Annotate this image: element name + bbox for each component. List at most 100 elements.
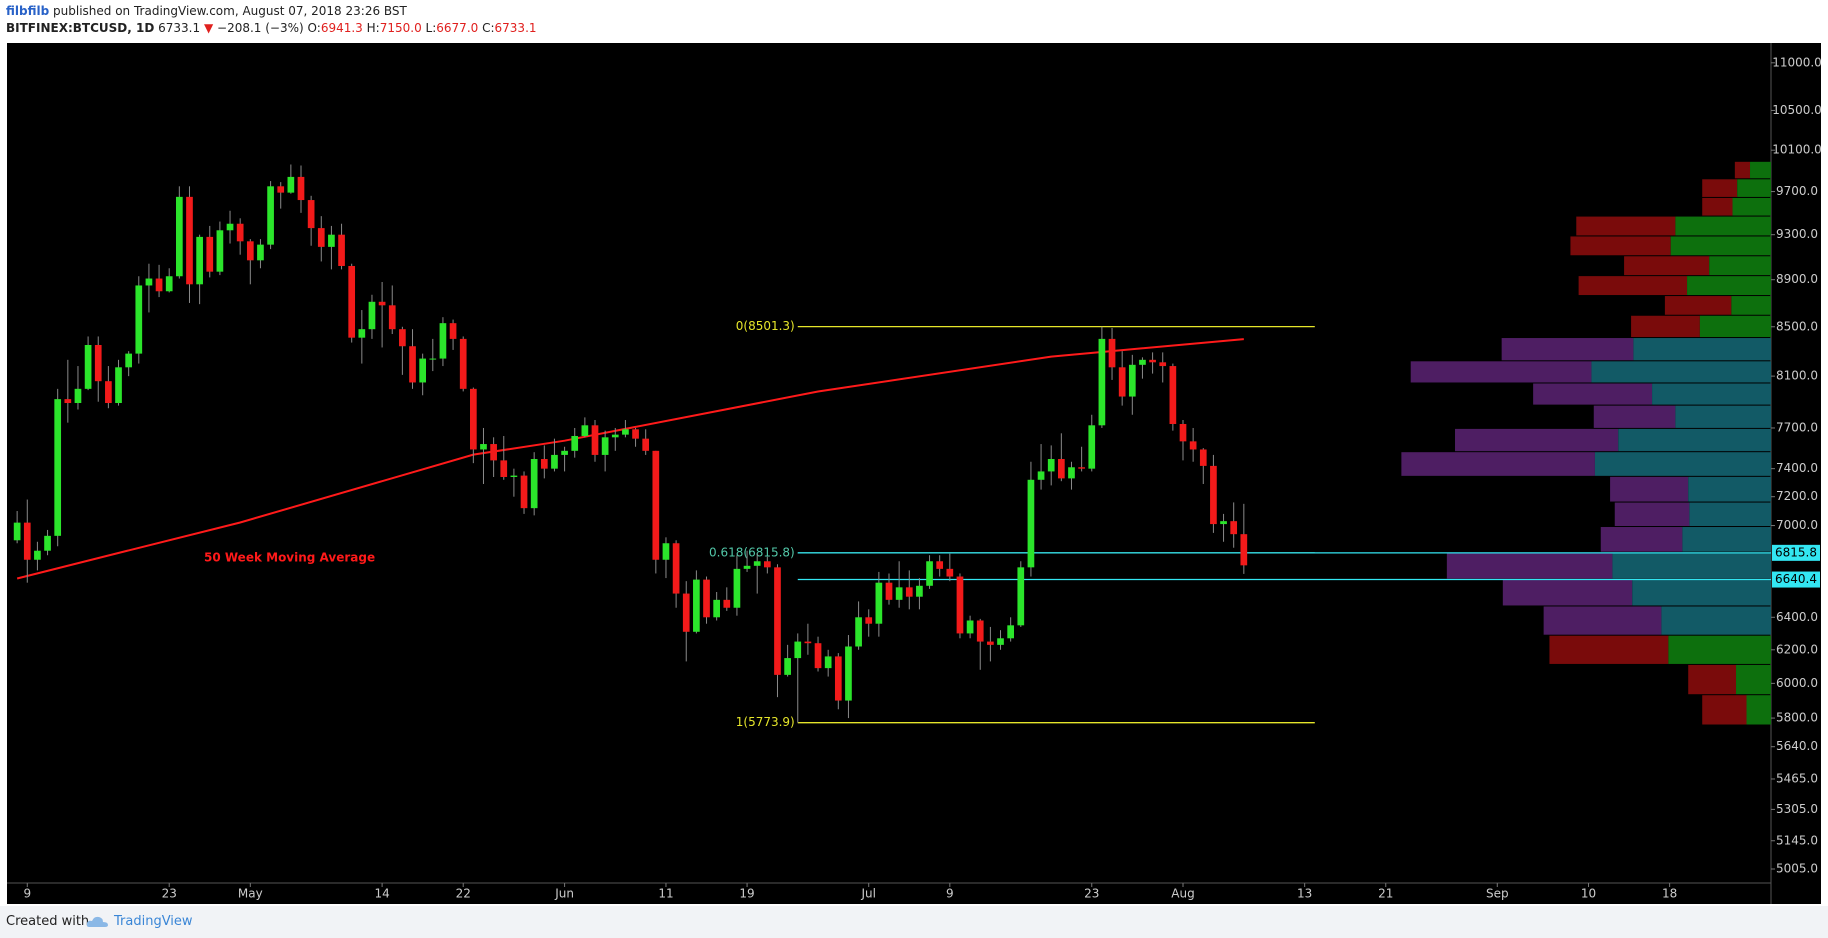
header: filbfilb published on TradingView.com, A… xyxy=(6,3,537,37)
candle-body xyxy=(257,244,264,261)
y-tick-label: 6200.0 xyxy=(1776,642,1818,656)
price-tag xyxy=(1772,571,1820,588)
brand[interactable]: TradingView xyxy=(114,914,193,929)
candle-body xyxy=(1078,467,1085,469)
author[interactable]: filbfilb xyxy=(6,4,50,18)
candle-body xyxy=(1199,449,1207,466)
volume-up xyxy=(1689,502,1771,527)
y-tick-label: 11000.0 xyxy=(1772,55,1822,69)
candle-body xyxy=(672,543,680,594)
fib-label: 0(8501.3) xyxy=(736,319,795,333)
candle-body xyxy=(905,587,913,597)
x-tick-label: Sep xyxy=(1486,887,1509,901)
candle-body xyxy=(1057,459,1065,479)
candle-body xyxy=(1027,479,1035,568)
candle-body xyxy=(1037,471,1045,480)
candle-body xyxy=(500,460,508,477)
x-tick-label: 23 xyxy=(162,887,177,901)
candle-body xyxy=(439,323,447,359)
candle-body xyxy=(1128,364,1136,397)
candle-body xyxy=(956,576,964,634)
candle-body xyxy=(682,593,690,632)
volume-up xyxy=(1675,216,1771,236)
volume-up xyxy=(1750,161,1771,179)
candle-body xyxy=(1210,465,1217,525)
close-label: C: xyxy=(482,21,495,35)
candle-body xyxy=(622,429,629,435)
volume-up xyxy=(1652,383,1771,405)
moving-average-label: 50 Week Moving Average xyxy=(204,551,375,565)
candle-body xyxy=(84,345,92,389)
candle-body xyxy=(165,276,173,292)
low-label: L: xyxy=(425,21,437,35)
candle-body xyxy=(510,475,518,477)
candle-body xyxy=(449,323,457,339)
candle-body xyxy=(814,643,822,669)
y-tick-label: 5465.0 xyxy=(1776,771,1818,785)
x-tick-label: Jul xyxy=(860,887,875,901)
candle-body xyxy=(34,550,41,560)
volume-up xyxy=(1668,635,1771,664)
volume-up xyxy=(1746,695,1771,725)
volume-down xyxy=(1455,428,1619,452)
candle-body xyxy=(388,305,396,330)
candle-body xyxy=(693,579,700,632)
volume-down xyxy=(1624,256,1710,276)
candle-body xyxy=(774,567,781,675)
candle-body xyxy=(703,579,710,618)
candle-body xyxy=(540,459,548,469)
x-tick-label: 23 xyxy=(1084,887,1099,901)
y-tick-label: 5800.0 xyxy=(1776,711,1818,725)
candle-body xyxy=(368,301,376,330)
y-tick-label: 8100.0 xyxy=(1776,369,1818,383)
y-tick-label: 9300.0 xyxy=(1776,227,1818,241)
candle-body xyxy=(1159,362,1167,367)
candle-body xyxy=(632,429,639,439)
y-tick-label: 10100.0 xyxy=(1772,143,1822,157)
published: published on TradingView.com, August 07,… xyxy=(53,4,407,18)
candle-body xyxy=(145,278,153,286)
volume-down xyxy=(1533,383,1653,405)
candle-body xyxy=(267,186,274,245)
candle-body xyxy=(652,450,660,560)
candle-body xyxy=(784,658,791,675)
candle-body xyxy=(54,399,62,536)
candle-body xyxy=(966,620,974,634)
candle-body xyxy=(480,444,487,450)
x-tick-label: 18 xyxy=(1662,887,1677,901)
candle-body xyxy=(723,599,731,608)
y-tick-label: 6400.0 xyxy=(1776,610,1818,624)
candle-body xyxy=(997,638,1004,645)
x-tick-label: 13 xyxy=(1297,887,1312,901)
x-tick-label: 10 xyxy=(1581,887,1596,901)
last-price: 6733.1 xyxy=(158,21,201,35)
volume-down xyxy=(1501,338,1634,361)
volume-up xyxy=(1709,256,1771,276)
candle-body xyxy=(155,278,163,292)
volume-down xyxy=(1578,276,1688,296)
x-tick-label: Aug xyxy=(1171,887,1194,901)
candle-body xyxy=(855,617,862,647)
x-tick-label: Jun xyxy=(554,887,574,901)
volume-down xyxy=(1446,552,1613,579)
volume-up xyxy=(1661,606,1771,635)
candle-body xyxy=(94,345,102,382)
price-tag-label: 6640.4 xyxy=(1775,572,1817,586)
candle-body xyxy=(530,459,538,509)
x-tick-label: 22 xyxy=(456,887,471,901)
created-with: Created with xyxy=(6,914,90,929)
logo[interactable] xyxy=(86,914,110,930)
candle-body xyxy=(399,329,406,347)
candle-body xyxy=(1098,338,1106,426)
fib-label: 0.618(6815.8) xyxy=(709,545,795,559)
open: 6941.3 xyxy=(320,21,363,35)
volume-down xyxy=(1593,405,1676,428)
candle-body xyxy=(236,223,244,242)
volume-up xyxy=(1687,276,1771,296)
y-tick-label: 8500.0 xyxy=(1776,319,1818,333)
candle-body xyxy=(206,236,214,272)
candle-body xyxy=(216,230,224,272)
x-tick-label: 14 xyxy=(374,887,389,901)
candle-body xyxy=(105,381,112,404)
